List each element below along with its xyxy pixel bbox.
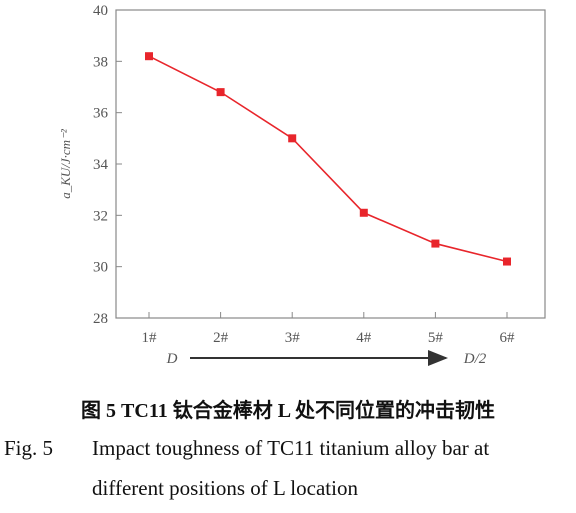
plot-frame (115, 9, 546, 319)
direction-end-label: D/2 (463, 351, 487, 367)
y-tick-label: 36 (93, 106, 109, 122)
direction-start-label: D (166, 351, 178, 367)
data-point (145, 52, 153, 61)
data-point (431, 239, 440, 248)
x-tick-label: 4# (356, 330, 372, 346)
data-point (359, 208, 368, 217)
data-point (503, 257, 511, 266)
x-axis: 1# 2# 3# 4# 5# 6# (142, 312, 516, 346)
series-layer (145, 52, 511, 266)
caption-english-text-1: Impact toughness of TC11 titanium alloy … (92, 436, 490, 460)
caption-english-line-2: different positions of L location (92, 476, 358, 500)
y-axis-label: a_KU/J·cm⁻² (58, 128, 73, 199)
y-tick-label: 38 (93, 54, 108, 70)
x-tick-label: 2# (213, 330, 229, 346)
caption-english-line-1: Fig. 5 Impact toughness of TC11 titanium … (4, 436, 576, 461)
y-tick-label: 28 (93, 311, 108, 327)
data-point (216, 88, 225, 97)
y-tick-label: 34 (93, 157, 109, 173)
series-line (148, 55, 508, 263)
y-tick-label: 30 (93, 260, 108, 276)
caption-chinese: 图 5 TC11 钛合金棒材 L 处不同位置的冲击韧性 (81, 400, 495, 422)
figure-number: Fig. 5 (4, 436, 54, 460)
x-tick-label: 6# (500, 330, 516, 346)
x-tick-label: 5# (428, 330, 444, 346)
y-axis: 28 30 32 34 36 38 40 (93, 3, 122, 327)
x-tick-label: 3# (285, 330, 301, 346)
data-point (288, 134, 297, 143)
x-tick-label: 1# (142, 330, 158, 346)
y-tick-label: 32 (93, 208, 108, 224)
y-tick-label: 40 (93, 3, 108, 19)
